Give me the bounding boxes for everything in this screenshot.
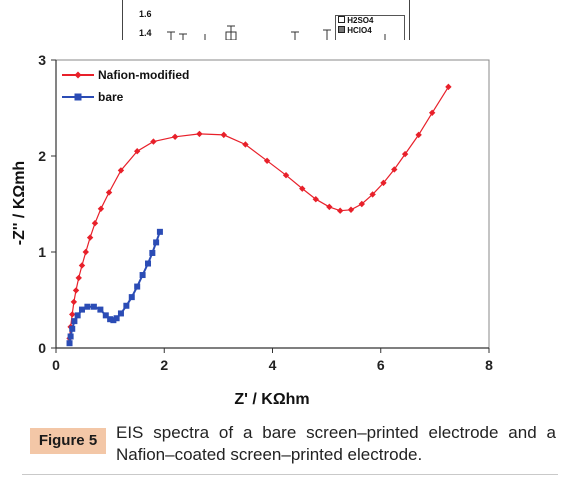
data-point-bare bbox=[84, 303, 91, 310]
data-point-bare bbox=[110, 317, 117, 324]
data-point-nafion-modified bbox=[69, 311, 76, 318]
data-point-nafion-modified bbox=[312, 196, 319, 203]
data-point-nafion-modified bbox=[86, 234, 94, 241]
top-legend-entry-1: H2SO4 bbox=[338, 16, 404, 26]
series-layer bbox=[66, 83, 452, 347]
legend-marker-bare bbox=[74, 93, 82, 101]
data-point-bare bbox=[153, 239, 160, 246]
data-point-bare bbox=[69, 325, 76, 332]
data-point-bare bbox=[90, 303, 97, 310]
data-point-bare bbox=[97, 306, 104, 313]
data-point-bare bbox=[107, 316, 114, 323]
data-point-nafion-modified bbox=[133, 148, 141, 155]
data-point-nafion-modified bbox=[117, 167, 125, 174]
data-point-nafion-modified bbox=[358, 200, 366, 208]
data-point-bare bbox=[139, 272, 146, 279]
data-point-nafion-modified bbox=[445, 83, 452, 91]
data-point-nafion-modified bbox=[336, 207, 344, 214]
y-axis-title: -Z'' / KΩmh bbox=[11, 161, 28, 245]
legend-label-bare: bare bbox=[98, 90, 124, 104]
legend-hatched-square-icon bbox=[338, 26, 345, 33]
data-point-bare bbox=[134, 283, 141, 290]
data-point-nafion-modified bbox=[347, 206, 355, 213]
top-legend-entry-2: HClO4 bbox=[338, 26, 404, 36]
data-point-nafion-modified bbox=[326, 203, 333, 211]
top-tick-label-1: 1.6 bbox=[139, 9, 152, 19]
data-point-nafion-modified bbox=[369, 191, 376, 198]
data-point-nafion-modified bbox=[391, 166, 398, 173]
top-fragment-legend: H2SO4 HClO4 bbox=[335, 15, 405, 40]
data-point-nafion-modified bbox=[242, 141, 249, 148]
data-point-bare bbox=[102, 312, 109, 319]
legend-label-nafion-modified: Nafion-modified bbox=[98, 68, 189, 82]
legend-marker-nafion-modified bbox=[74, 71, 82, 79]
top-legend-label-2: HClO4 bbox=[347, 26, 372, 35]
data-point-nafion-modified bbox=[105, 189, 113, 196]
data-point-bare bbox=[67, 333, 74, 340]
data-point-bare bbox=[71, 318, 78, 325]
figure-caption: Figure 5 EIS spectra of a bare screen–pr… bbox=[22, 422, 558, 475]
x-tick-label: 8 bbox=[485, 357, 493, 373]
data-point-nafion-modified bbox=[415, 131, 422, 139]
top-fragment-chart: 1.6 1.4 H2SO4 HClO4 bbox=[122, 0, 410, 40]
data-point-bare bbox=[128, 294, 135, 301]
x-tick-label: 6 bbox=[377, 357, 385, 373]
legend-empty-square-icon bbox=[338, 16, 345, 23]
top-legend-label-1: H2SO4 bbox=[347, 16, 374, 25]
data-point-nafion-modified bbox=[75, 274, 82, 282]
data-point-nafion-modified bbox=[263, 157, 271, 164]
top-fragment-error-bars bbox=[167, 25, 386, 40]
series-line-nafion-modified bbox=[68, 86, 449, 339]
y-tick-label: 1 bbox=[38, 244, 46, 260]
x-tick-label: 2 bbox=[160, 357, 168, 373]
data-point-bare bbox=[123, 302, 130, 309]
data-point-nafion-modified bbox=[82, 248, 89, 256]
x-tick-label: 0 bbox=[52, 357, 60, 373]
caption-text: EIS spectra of a bare screen–printed ele… bbox=[116, 423, 556, 464]
data-point-nafion-modified bbox=[299, 185, 306, 192]
figure-label: Figure 5 bbox=[30, 428, 106, 454]
data-point-bare bbox=[113, 315, 120, 322]
data-point-nafion-modified bbox=[380, 179, 387, 187]
data-point-nafion-modified bbox=[91, 220, 99, 227]
data-point-nafion-modified bbox=[150, 138, 157, 145]
axes: 0 2 4 6 8 0 1 2 3 bbox=[38, 52, 493, 373]
data-point-bare bbox=[156, 228, 163, 235]
legend: Nafion-modified bare bbox=[62, 68, 189, 104]
series-line-bare bbox=[68, 231, 161, 344]
data-point-bare bbox=[117, 310, 124, 317]
y-tick-label: 2 bbox=[38, 148, 46, 164]
x-axis-title: Z' / KΩhm bbox=[234, 391, 309, 408]
data-point-nafion-modified bbox=[282, 172, 290, 179]
data-point-nafion-modified bbox=[72, 287, 80, 294]
data-point-nafion-modified bbox=[401, 150, 409, 158]
y-tick-label: 3 bbox=[38, 52, 46, 68]
x-tick-label: 4 bbox=[269, 357, 277, 373]
data-point-nafion-modified bbox=[196, 130, 203, 138]
data-point-bare bbox=[78, 306, 85, 313]
top-tick-label-2: 1.4 bbox=[139, 28, 152, 38]
data-point-nafion-modified bbox=[78, 262, 86, 269]
data-point-bare bbox=[74, 312, 81, 319]
data-point-bare bbox=[66, 340, 73, 347]
data-point-nafion-modified bbox=[97, 205, 105, 212]
data-point-nafion-modified bbox=[428, 109, 436, 116]
data-point-bare bbox=[145, 260, 152, 267]
data-point-nafion-modified bbox=[70, 298, 78, 306]
data-point-nafion-modified bbox=[171, 133, 179, 140]
y-tick-label: 0 bbox=[38, 340, 46, 356]
data-point-bare bbox=[149, 249, 156, 256]
data-point-nafion-modified bbox=[220, 131, 227, 139]
